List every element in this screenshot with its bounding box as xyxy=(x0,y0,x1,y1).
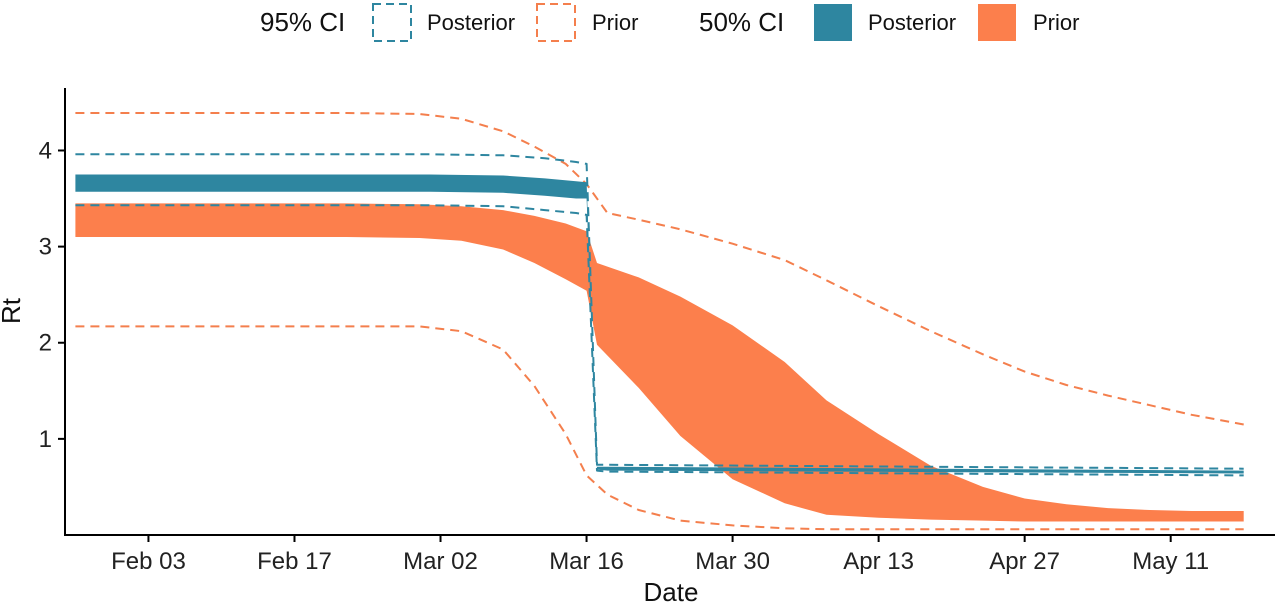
line-prior-95-upper xyxy=(75,112,1244,426)
legend-key-50ci-posterior xyxy=(814,4,852,41)
x-tick-label: Mar 16 xyxy=(549,548,624,575)
line-prior-95-lower xyxy=(75,325,1244,531)
legend-key-50ci-prior xyxy=(978,4,1016,41)
legend-label-50ci-posterior: Posterior xyxy=(868,10,956,35)
band-prior-50 xyxy=(75,203,1244,522)
x-ticks: Feb 03 Feb 17 Mar 02 Mar 16 Mar 30 Apr 13 Apr … xyxy=(111,535,1209,575)
y-tick-label: 1 xyxy=(39,426,52,453)
x-tick-label: Feb 03 xyxy=(111,548,186,575)
x-tick-label: May 11 xyxy=(1132,548,1209,575)
x-tick-label: Feb 17 xyxy=(257,548,332,575)
legend-label-50ci-prior: Prior xyxy=(1033,10,1079,35)
y-tick-label: 4 xyxy=(39,137,52,164)
y-ticks: 1 2 3 4 xyxy=(39,137,65,453)
legend-title-95ci: 95% CI xyxy=(260,7,345,37)
y-axis-title: Rt xyxy=(0,297,26,324)
y-tick-label: 2 xyxy=(39,330,52,357)
line-posterior-95-lower xyxy=(75,204,1244,477)
plot-area xyxy=(75,112,1244,531)
legend-title-50ci: 50% CI xyxy=(699,7,784,37)
legend-key-95ci-posterior xyxy=(372,3,412,42)
x-tick-label: Mar 30 xyxy=(695,548,770,575)
y-tick-label: 3 xyxy=(39,234,52,261)
x-tick-label: Apr 27 xyxy=(989,548,1060,575)
legend-label-95ci-posterior: Posterior xyxy=(427,10,515,35)
axes: 1 2 3 4 Feb 03 Feb 17 Mar 02 Mar 16 Mar 30 Apr 1… xyxy=(0,88,1275,606)
line-posterior-95-upper xyxy=(75,153,1244,470)
x-tick-label: Apr 13 xyxy=(843,548,914,575)
legend-label-95ci-prior: Prior xyxy=(592,10,638,35)
x-axis-title: Date xyxy=(644,577,699,606)
legend-key-95ci-prior xyxy=(536,3,576,42)
legend: 95% CI Posterior Prior 50% CI Posterior … xyxy=(260,3,1079,42)
x-tick-label: Mar 02 xyxy=(403,548,478,575)
